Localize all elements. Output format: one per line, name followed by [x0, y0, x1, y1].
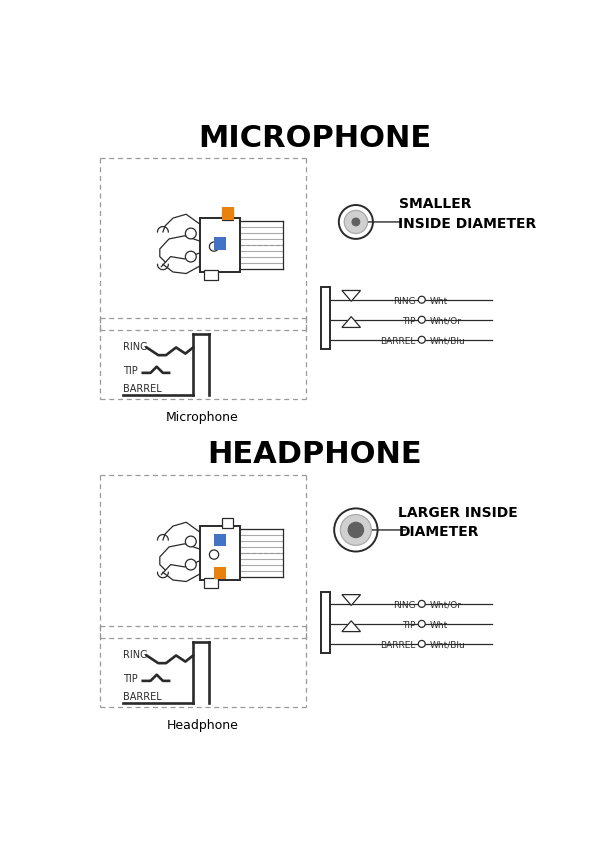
Circle shape — [339, 205, 373, 239]
Text: RING: RING — [393, 297, 416, 305]
Circle shape — [209, 550, 219, 559]
Bar — [204, 579, 218, 587]
Bar — [200, 218, 240, 272]
Circle shape — [418, 296, 425, 304]
Polygon shape — [342, 291, 360, 301]
Circle shape — [418, 336, 425, 343]
Circle shape — [334, 509, 378, 551]
Circle shape — [340, 515, 371, 545]
Bar — [214, 534, 226, 546]
Text: RING: RING — [124, 343, 148, 352]
Circle shape — [352, 218, 360, 226]
Text: SMALLER
INSIDE DIAMETER: SMALLER INSIDE DIAMETER — [399, 198, 537, 231]
Bar — [321, 287, 330, 349]
Text: LARGER INSIDE
DIAMETER: LARGER INSIDE DIAMETER — [399, 505, 518, 539]
Bar — [321, 592, 330, 653]
Bar — [222, 207, 234, 220]
Text: RING: RING — [124, 651, 148, 660]
Circle shape — [418, 621, 425, 628]
Text: Wht: Wht — [429, 297, 448, 305]
Text: HEADPHONE: HEADPHONE — [207, 439, 422, 469]
Circle shape — [185, 228, 196, 239]
Bar — [214, 567, 226, 579]
Circle shape — [209, 242, 219, 251]
Bar — [200, 526, 240, 580]
Bar — [214, 238, 226, 250]
Text: Headphone: Headphone — [167, 718, 239, 732]
Text: TIP: TIP — [402, 621, 416, 630]
Text: Wht/Blu: Wht/Blu — [429, 641, 466, 650]
Text: Wht: Wht — [429, 621, 448, 630]
Polygon shape — [342, 594, 360, 605]
Circle shape — [418, 600, 425, 607]
Circle shape — [185, 251, 196, 262]
Text: BARREL: BARREL — [124, 384, 162, 394]
Circle shape — [344, 210, 368, 233]
Bar — [222, 210, 232, 220]
Bar — [204, 270, 218, 280]
Text: TIP: TIP — [402, 316, 416, 326]
Text: BARREL: BARREL — [380, 337, 416, 345]
Circle shape — [418, 640, 425, 647]
Circle shape — [348, 522, 363, 538]
Text: RING: RING — [393, 601, 416, 610]
Circle shape — [418, 316, 425, 323]
Text: Wht/Blu: Wht/Blu — [429, 337, 466, 345]
Text: TIP: TIP — [124, 674, 138, 683]
Text: Microphone: Microphone — [166, 410, 239, 423]
Text: Wht/Or: Wht/Or — [429, 316, 461, 326]
Circle shape — [185, 559, 196, 570]
Polygon shape — [342, 316, 360, 327]
Text: BARREL: BARREL — [380, 641, 416, 650]
Polygon shape — [342, 621, 360, 632]
Bar — [222, 518, 232, 528]
Text: MICROPHONE: MICROPHONE — [198, 124, 431, 153]
Text: TIP: TIP — [124, 366, 138, 375]
Text: Wht/Or: Wht/Or — [429, 601, 461, 610]
Circle shape — [185, 536, 196, 547]
Text: BARREL: BARREL — [124, 692, 162, 702]
